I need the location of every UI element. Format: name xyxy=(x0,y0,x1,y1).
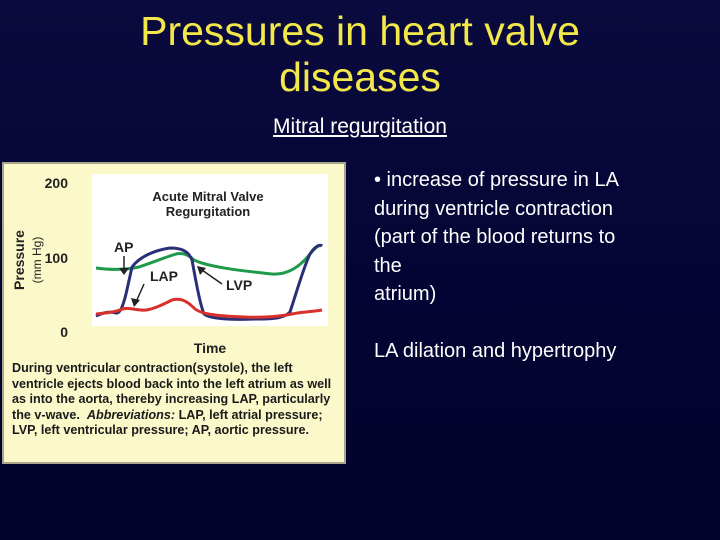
x-axis-label: Time xyxy=(194,340,227,356)
lvp-arrow-line xyxy=(201,269,223,285)
pressure-figure: Pressure (mm Hg) 200 100 0 Acute Mitral … xyxy=(2,162,346,464)
lap-arrow-head xyxy=(131,298,140,307)
lvp-arrow-head xyxy=(197,266,206,275)
lap-curve xyxy=(95,297,323,319)
bullet-line-2: during ventricle contraction xyxy=(374,197,614,220)
slide-subtitle: Mitral regurgitation xyxy=(273,115,447,138)
y-axis-label: Pressure xyxy=(11,230,27,290)
y-axis-units: (mm Hg) xyxy=(30,237,44,284)
lap-label: LAP xyxy=(150,268,178,284)
bullet-text: • increase of pressure in LA during vent… xyxy=(374,166,704,366)
caption-abbreviations-text: LAP, left atrial pressure; LVP, left ven… xyxy=(12,407,323,438)
y-tick-0: 0 xyxy=(60,324,68,340)
y-tick-100: 100 xyxy=(45,250,69,266)
figure-caption: During ventricular contraction(systole),… xyxy=(12,361,344,439)
plot-area xyxy=(92,174,328,326)
lvp-label: LVP xyxy=(226,277,252,293)
pressure-diagram: Pressure (mm Hg) 200 100 0 Acute Mitral … xyxy=(11,174,328,356)
bullet-line-5: atrium) xyxy=(374,283,437,305)
ap-arrow-head xyxy=(119,268,129,275)
caption-text: During ventricular contraction(systole),… xyxy=(12,361,332,422)
bullet-line-3: (part of the blood returns to xyxy=(374,226,616,248)
bullet-line-4: the xyxy=(374,254,402,277)
caption-abbreviations-heading: Abbreviations: xyxy=(86,407,176,422)
second-point: LA dilation and hypertrophy xyxy=(374,340,617,362)
figure-title-line-1: Acute Mitral Valve xyxy=(152,189,263,204)
slide-title: Pressures in heart valve diseases xyxy=(140,8,580,100)
ap-label: AP xyxy=(114,239,133,255)
y-tick-200: 200 xyxy=(45,175,69,191)
figure-title-line-2: Regurgitation xyxy=(166,204,251,219)
paragraph-gap xyxy=(374,309,704,338)
bullet-line-1: • increase of pressure in LA xyxy=(374,169,619,191)
lap-arrow-line xyxy=(135,283,145,303)
